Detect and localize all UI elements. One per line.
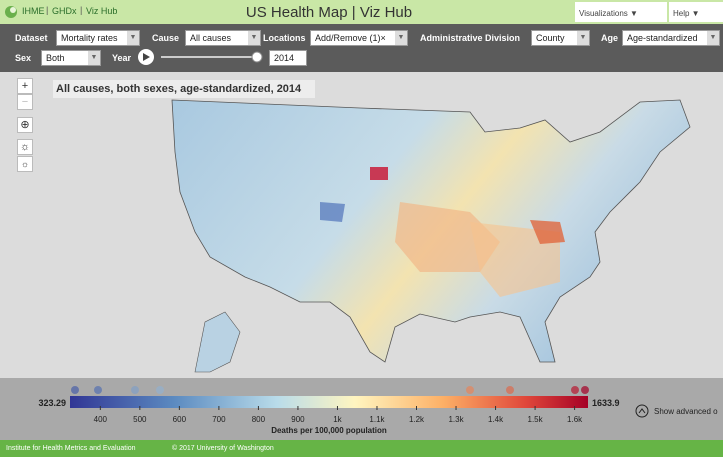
- locate-button[interactable]: ⊕: [17, 117, 33, 133]
- controls-bar: Dataset Mortality rates ▼ Cause All cause…: [0, 24, 723, 72]
- select[interactable]: County ▼: [531, 30, 590, 46]
- select-value: All causes: [190, 33, 232, 43]
- legend-tick-label: 700: [212, 415, 226, 424]
- select[interactable]: All causes ▼: [185, 30, 261, 46]
- control-label: Sex: [15, 53, 32, 63]
- legend-title: Deaths per 100,000 population: [271, 426, 387, 435]
- legend-area: 323.29 1633.9 Deaths per 100,000 populat…: [0, 378, 723, 440]
- advanced-label[interactable]: Show advanced o: [654, 407, 718, 416]
- footer-text: Institute for Health Metrics and Evaluat…: [6, 445, 136, 452]
- map-area: All causes, both sexes, age-standardized…: [0, 72, 723, 378]
- select-value: County: [536, 33, 565, 43]
- select[interactable]: Add/Remove (1)× ▼: [310, 30, 408, 46]
- control-label: Administrative Division: [420, 33, 521, 43]
- select[interactable]: Both ▼: [41, 50, 101, 66]
- slider-handle[interactable]: [251, 51, 263, 63]
- brightness-down[interactable]: ☼: [17, 156, 33, 172]
- control-label: Locations: [263, 33, 306, 43]
- select-value: Both: [46, 53, 65, 63]
- select-value: Add/Remove (1)×: [315, 33, 386, 43]
- select-value: Mortality rates: [61, 33, 118, 43]
- zoom-in[interactable]: +: [17, 78, 33, 94]
- legend-tick-label: 600: [173, 415, 187, 424]
- footer-text: © 2017 University of Washington: [172, 445, 274, 452]
- legend-tick-label: 900: [291, 415, 305, 424]
- legend-tick-label: 1.4k: [488, 415, 504, 424]
- logo: [5, 6, 17, 18]
- legend-tick-label: 1.6k: [567, 415, 583, 424]
- brightness-up[interactable]: ☼: [17, 139, 33, 155]
- input-value: 2014: [274, 53, 295, 63]
- legend-tick-label: 1.1k: [369, 415, 385, 424]
- select[interactable]: Mortality rates ▼: [56, 30, 140, 46]
- control-label: Age: [601, 33, 619, 43]
- map-title: All causes, both sexes, age-standardized…: [56, 83, 302, 95]
- advanced-toggle[interactable]: [635, 404, 649, 418]
- year-slider[interactable]: [137, 48, 267, 68]
- legend-tick-label: 1.3k: [448, 415, 464, 424]
- legend-tick-label: 1.2k: [409, 415, 425, 424]
- map: [171, 99, 691, 373]
- color-scale: [70, 396, 588, 408]
- select[interactable]: Age-standardized ▼: [622, 30, 720, 46]
- control-label: Dataset: [15, 33, 48, 43]
- legend-tick-label: 500: [133, 415, 147, 424]
- app-title: US Health Map | Viz Hub: [245, 4, 413, 21]
- footer: Institute for Health Metrics and Evaluat…: [0, 440, 723, 457]
- nav-link[interactable]: IHME: [22, 6, 45, 16]
- nav-link[interactable]: Viz Hub: [86, 6, 118, 16]
- zoom-out[interactable]: −: [17, 94, 33, 110]
- legend-max: 1633.9: [592, 398, 620, 408]
- legend-min: 323.29: [38, 398, 66, 408]
- control-label: Cause: [152, 33, 180, 43]
- legend-tick-label: 1k: [333, 415, 342, 424]
- legend-tick-label: 1.5k: [528, 415, 544, 424]
- menu-label: Visualizations ▼: [579, 9, 638, 18]
- map-title-box: All causes, both sexes, age-standardized…: [53, 80, 315, 98]
- menu[interactable]: Help ▼: [669, 2, 723, 22]
- legend-tick-label: 800: [252, 415, 266, 424]
- legend-tick-label: 400: [94, 415, 108, 424]
- header-bar: IHME | GHDx | Viz Hub US Health Map | Vi…: [0, 0, 723, 24]
- select-value: Age-standardized: [627, 33, 698, 43]
- legend: 323.29 1633.9 Deaths per 100,000 populat…: [38, 386, 718, 435]
- control-label: Year: [112, 53, 132, 63]
- menu-label: Help ▼: [673, 9, 700, 18]
- menu[interactable]: Visualizations ▼: [575, 2, 667, 22]
- year-input[interactable]: 2014: [269, 50, 307, 66]
- nav-link[interactable]: GHDx: [52, 6, 77, 16]
